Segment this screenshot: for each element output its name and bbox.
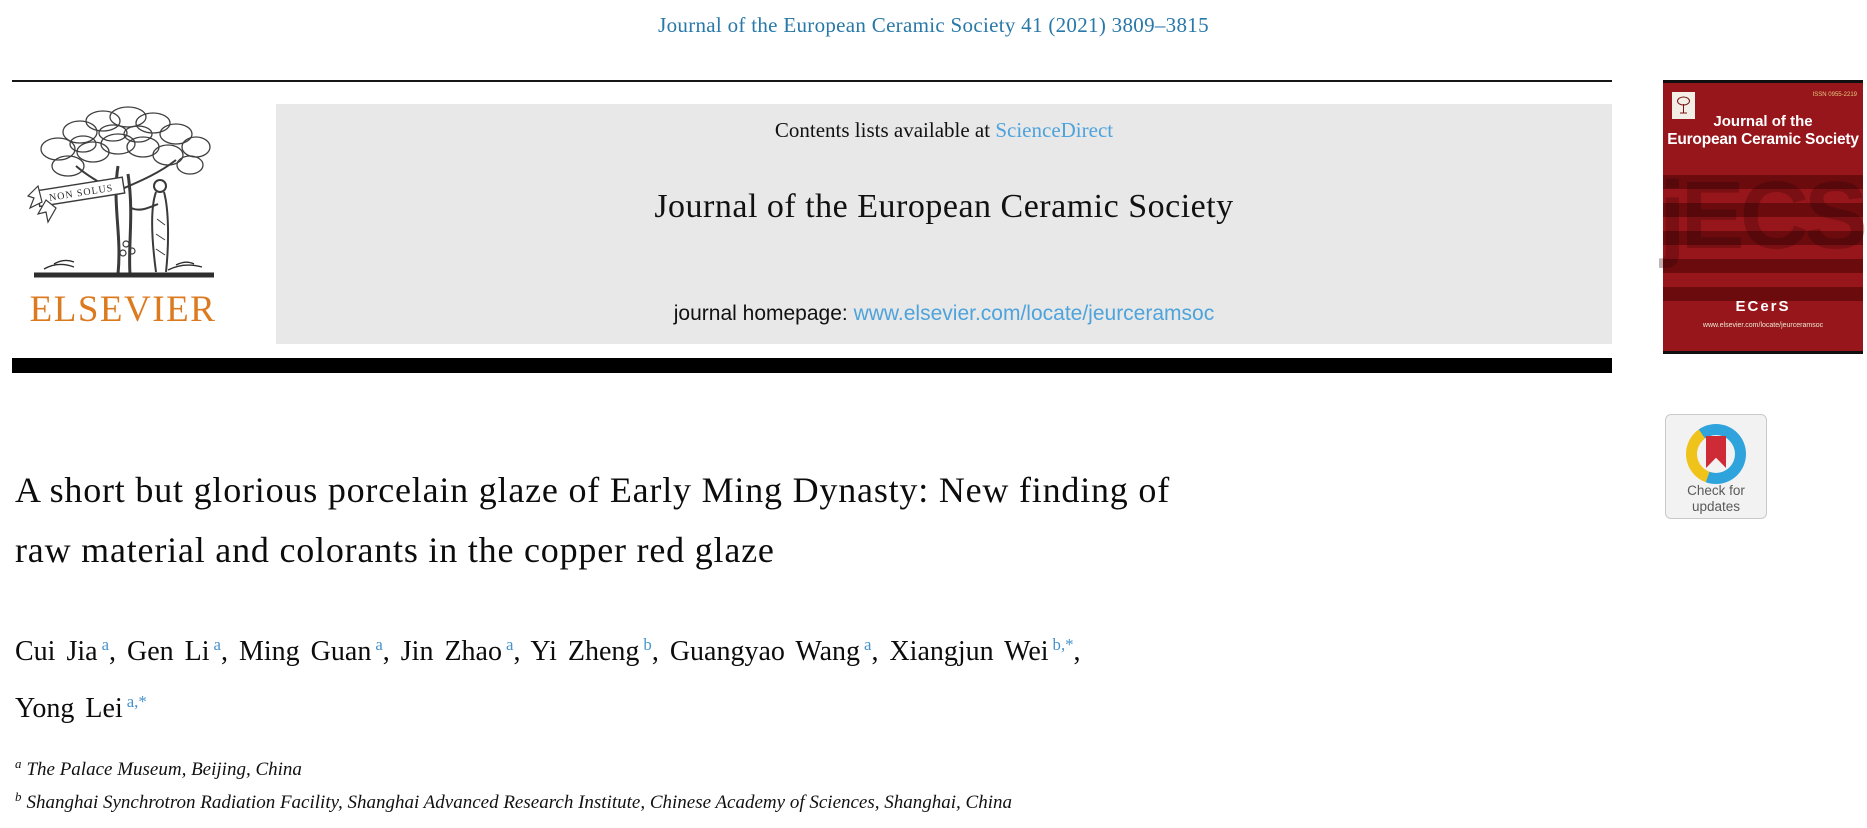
author-name: Ming Guan <box>239 636 372 667</box>
author-name: Yi Zheng <box>530 636 640 667</box>
elsevier-logo-block: NON SOLUS ELSEVIER <box>12 94 234 331</box>
author-affiliation-marker: a <box>506 635 514 654</box>
author-affiliation-marker: b,* <box>1052 635 1074 654</box>
author-name: Yong Lei <box>15 693 123 724</box>
author-name: Cui Jia <box>15 636 98 667</box>
cover-stripes-decoration <box>1663 175 1863 315</box>
check-for-updates-badge[interactable]: Check for updates <box>1665 414 1767 519</box>
crossmark-label-line1: Check for <box>1687 483 1745 498</box>
author-list: Cui Jia a, Gen Li a, Ming Guan a, Jin Zhao a… <box>15 620 1655 734</box>
sciencedirect-link[interactable]: ScienceDirect <box>995 118 1114 142</box>
author-affiliation-marker: a,* <box>126 692 147 711</box>
article-title-line2: raw material and colorants in the copper… <box>15 530 775 570</box>
author-name: Gen Li <box>127 636 210 667</box>
cover-footer-url: www.elsevier.com/locate/jeurceramsoc <box>1702 322 1824 329</box>
author-affiliation-marker: a <box>213 635 221 654</box>
contents-line: Contents lists available at ScienceDirec… <box>276 118 1612 143</box>
author-affiliation-marker: b <box>643 635 652 654</box>
cover-journal-title: Journal of the European Ceramic Society <box>1663 113 1863 150</box>
divider-bar <box>12 358 1612 373</box>
affiliation-line: a The Palace Museum, Beijing, China <box>15 750 1715 783</box>
cover-issn: ISSN 0955-2219 <box>1812 92 1857 98</box>
affiliations: a The Palace Museum, Beijing, China b Shang… <box>15 750 1715 816</box>
elsevier-wordmark: ELSEVIER <box>29 289 217 330</box>
journal-cover-thumbnail: ISSN 0955-2219 Journal of the European C… <box>1659 80 1867 354</box>
crossmark-ring-icon <box>1686 424 1746 484</box>
journal-title: Journal of the European Ceramic Society <box>654 188 1234 225</box>
author-line: Cui Jia a, Gen Li a, Ming Guan a, Jin Zhao a… <box>15 635 1081 667</box>
crossmark-label: Check for updates <box>1666 483 1766 515</box>
author-affiliation-marker: a <box>375 635 383 654</box>
cover-society-logo: ECerS <box>1735 298 1791 315</box>
homepage-line: journal homepage: www.elsevier.com/locat… <box>276 302 1612 326</box>
non-solus-ribbon: NON SOLUS <box>26 176 126 224</box>
affiliation-line: b Shanghai Synchrotron Radiation Facility… <box>15 783 1715 816</box>
homepage-prefix: journal homepage: <box>673 302 848 325</box>
cover-title-line1: Journal of the <box>1713 113 1813 130</box>
crossmark-label-line2: updates <box>1691 499 1741 515</box>
author-affiliation-marker: a <box>101 635 110 654</box>
article-title-line1: A short but glorious porcelain glaze of … <box>15 470 1170 510</box>
journal-homepage-link[interactable]: www.elsevier.com/locate/jeurceramsoc <box>853 302 1215 325</box>
affiliation-text: The Palace Museum, Beijing, China <box>26 759 302 780</box>
affiliation-marker: a <box>15 756 22 771</box>
author-name: Guangyao Wang <box>669 636 860 667</box>
top-rule <box>12 80 1612 82</box>
affiliation-text: Shanghai Synchrotron Radiation Facility,… <box>26 792 1012 813</box>
author-name: Jin Zhao <box>400 636 502 667</box>
journal-banner: Contents lists available at ScienceDirec… <box>276 104 1612 344</box>
author-line: Yong Lei a,* <box>15 677 1655 734</box>
author-name: Xiangjun Wei <box>889 636 1049 667</box>
elsevier-tree-logo: NON SOLUS <box>26 106 214 278</box>
cover-title-line2: European Ceramic Society <box>1667 131 1859 148</box>
author-affiliation-marker: a <box>864 635 872 654</box>
cover-elsevier-mini-logo-icon <box>1672 92 1695 119</box>
affiliation-marker: b <box>15 789 22 804</box>
running-head-citation: Journal of the European Ceramic Society … <box>658 13 1209 37</box>
crossmark-bookmark-icon <box>1706 436 1726 468</box>
article-title: A short but glorious porcelain glaze of … <box>15 460 1655 580</box>
contents-prefix: Contents lists available at <box>774 118 991 142</box>
